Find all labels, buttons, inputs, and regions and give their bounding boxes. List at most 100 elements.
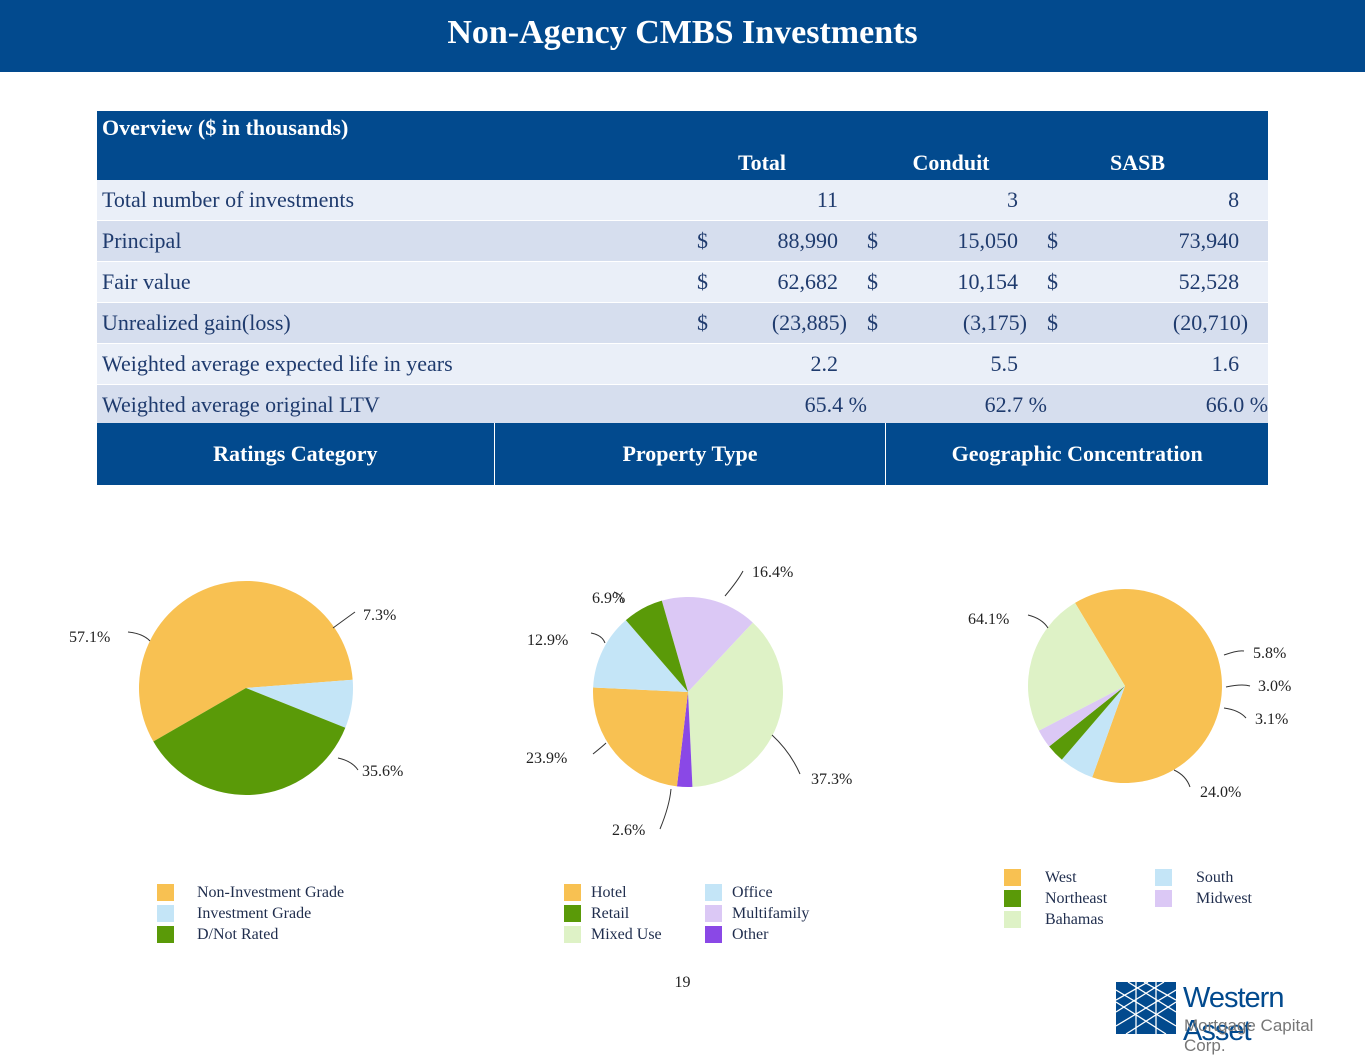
overview-row: Weighted average expected life in years 2… xyxy=(97,343,1269,385)
pie-value-label: 2.6% xyxy=(612,822,645,839)
column-header-total: Total xyxy=(697,145,867,180)
overview-heading-row: Overview ($ in thousands) xyxy=(97,111,1269,145)
legend-swatch xyxy=(1155,869,1172,886)
overview-row: Fair value $62,682 $10,154 $52,528 xyxy=(97,261,1269,303)
column-header-sasb: SASB xyxy=(1047,145,1269,180)
pie-slice-northeast xyxy=(1049,686,1125,760)
legend-label: Multifamily xyxy=(732,905,810,922)
legend-label: Investment Grade xyxy=(197,905,312,922)
cell-value: 62,682 xyxy=(727,261,867,303)
leader-line xyxy=(337,757,359,771)
pie-value-label: 6.9% xyxy=(592,590,625,607)
cell-value: 65.4 % xyxy=(727,384,867,426)
leader-line xyxy=(1223,650,1245,656)
company-logo: Western Asset Mortgage Capital Corp. xyxy=(1115,981,1348,1055)
pie-slice-midwest xyxy=(1038,686,1125,747)
legend-label: Non-Investment Grade xyxy=(197,884,345,901)
pie-slice-bahamas xyxy=(1027,602,1125,731)
pie-value-label: 24.0% xyxy=(1200,784,1241,801)
leader-line xyxy=(771,734,801,775)
legend-swatch xyxy=(157,926,174,943)
logo-name: Western Asset xyxy=(1183,982,1284,1047)
pie-slice-south xyxy=(1061,686,1125,778)
category-property-type: Property Type xyxy=(493,423,886,485)
currency-symbol xyxy=(697,384,727,426)
legend-label: South xyxy=(1196,869,1234,886)
currency-symbol: $ xyxy=(867,302,897,344)
leader-line xyxy=(590,632,606,644)
pie-slice-multifamily xyxy=(661,596,753,692)
legend-swatch xyxy=(705,926,722,943)
leader-line xyxy=(1225,684,1251,688)
cell-value: 15,050 xyxy=(897,220,1047,262)
cell-value: 11 xyxy=(727,180,867,221)
leader-line xyxy=(659,788,672,830)
leader-line xyxy=(592,742,607,755)
currency-symbol: $ xyxy=(697,220,727,262)
cell-value: (23,885) xyxy=(727,302,867,344)
overview-heading: Overview ($ in thousands) xyxy=(97,111,1269,145)
legend-label: Northeast xyxy=(1045,890,1108,907)
pie-value-label: 5.8% xyxy=(1253,645,1286,662)
currency-symbol xyxy=(867,384,897,426)
row-label: Unrealized gain(loss) xyxy=(97,302,697,344)
leader-line xyxy=(1027,614,1049,629)
category-ratings: Ratings Category xyxy=(213,441,378,466)
pie-slice-office xyxy=(593,620,688,692)
currency-symbol xyxy=(697,343,727,385)
legend-label: West xyxy=(1045,869,1077,886)
legend-swatch xyxy=(564,905,581,922)
legend-label: Mixed Use xyxy=(591,926,662,943)
pie-value-label: 57.1% xyxy=(69,629,110,646)
cell-value: 5.5 xyxy=(897,343,1047,385)
cell-value: (20,710) xyxy=(1077,302,1269,344)
leader-line xyxy=(724,570,744,597)
legend-swatch xyxy=(157,884,174,901)
cell-value: 73,940 xyxy=(1077,220,1269,262)
pie-slice-other xyxy=(676,692,693,788)
legend-label: Bahamas xyxy=(1045,911,1104,928)
column-header-conduit: Conduit xyxy=(867,145,1047,180)
page-number: 19 xyxy=(674,974,691,991)
currency-symbol: $ xyxy=(867,261,897,303)
pie-slice-non-investment-grade xyxy=(139,580,353,742)
legend-label: D/Not Rated xyxy=(197,926,279,943)
pie-value-label: 64.1% xyxy=(968,611,1009,628)
currency-symbol xyxy=(1047,180,1077,221)
leader-line xyxy=(1223,707,1247,719)
overview-row: Unrealized gain(loss) $ (23,885) $ (3,175) $(… xyxy=(97,302,1269,344)
row-label: Weighted average expected life in years xyxy=(97,343,697,385)
currency-symbol xyxy=(867,180,897,221)
overview-table: Overview ($ in thousands) Total Conduit … xyxy=(97,111,1269,426)
pie-value-label: 3.0% xyxy=(1258,678,1291,695)
leader-line xyxy=(613,591,624,604)
legend-swatch xyxy=(1155,890,1172,907)
legend-swatch xyxy=(1004,869,1021,886)
legend-swatch xyxy=(564,926,581,943)
pie-value-label: 12.9% xyxy=(527,632,568,649)
pie-slice-d-not-rated xyxy=(153,688,346,795)
leader-line xyxy=(127,631,151,642)
legend-swatch xyxy=(564,884,581,901)
pie-value-label: 16.4% xyxy=(752,564,793,581)
category-header-bar: Ratings Category Property Type Geographi… xyxy=(97,423,1268,485)
title-banner: Non-Agency CMBS Investments xyxy=(0,0,1365,72)
legend-swatch xyxy=(705,905,722,922)
currency-symbol: $ xyxy=(697,261,727,303)
cell-value: 10,154 xyxy=(897,261,1047,303)
cell-value: 52,528 xyxy=(1077,261,1269,303)
row-label: Principal xyxy=(97,220,697,262)
currency-symbol: $ xyxy=(697,302,727,344)
row-label: Fair value xyxy=(97,261,697,303)
currency-symbol xyxy=(1047,343,1077,385)
logo-subtitle: Mortgage Capital Corp. xyxy=(1184,1016,1314,1055)
pie-value-label: 37.3% xyxy=(811,771,852,788)
currency-symbol: $ xyxy=(1047,261,1077,303)
pie-value-label: 23.9% xyxy=(526,750,567,767)
pie-value-label: 7.3% xyxy=(363,607,396,624)
currency-symbol: $ xyxy=(867,220,897,262)
leader-line xyxy=(1173,769,1191,788)
cell-value: (3,175) xyxy=(897,302,1047,344)
legend-label: Retail xyxy=(591,905,630,922)
